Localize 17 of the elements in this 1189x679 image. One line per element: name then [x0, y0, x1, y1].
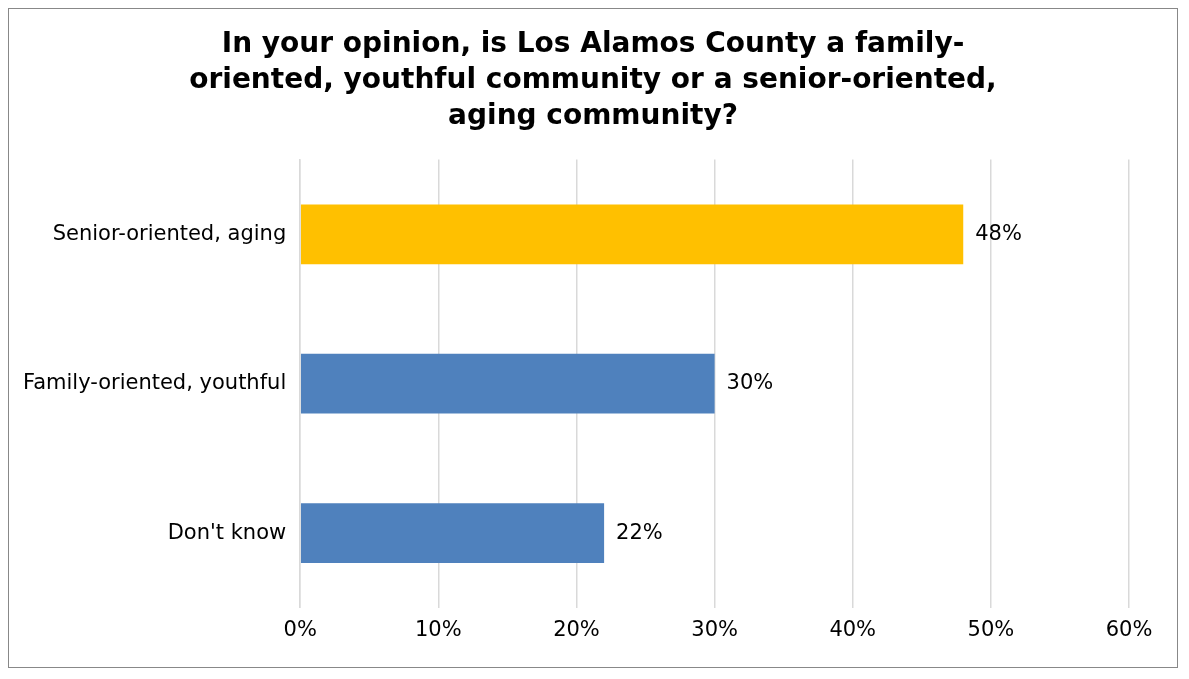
- data-label: 22%: [616, 519, 663, 544]
- x-tick-label: 30%: [691, 616, 738, 641]
- y-tick-label: Family-oriented, youthful: [23, 370, 287, 395]
- x-tick-label: 40%: [829, 616, 877, 641]
- x-tick-label: 20%: [553, 616, 600, 641]
- chart-title: In your opinion, is Los Alamos County a family-oriented, youthful community or a senior-oriented, aging community?: [188, 25, 998, 133]
- data-label: 30%: [726, 370, 774, 395]
- x-tick-label: 10%: [415, 616, 462, 641]
- x-tick-label: 60%: [1105, 616, 1153, 641]
- x-tick-label: 0%: [283, 616, 317, 641]
- y-tick-label: Don't know: [167, 519, 287, 544]
- y-tick-label: Senior-oriented, aging: [52, 220, 287, 245]
- bar: [300, 503, 605, 563]
- bar: [300, 204, 964, 265]
- data-label: 48%: [975, 220, 1022, 245]
- x-tick-label: 50%: [967, 616, 1015, 641]
- bar: [300, 353, 715, 414]
